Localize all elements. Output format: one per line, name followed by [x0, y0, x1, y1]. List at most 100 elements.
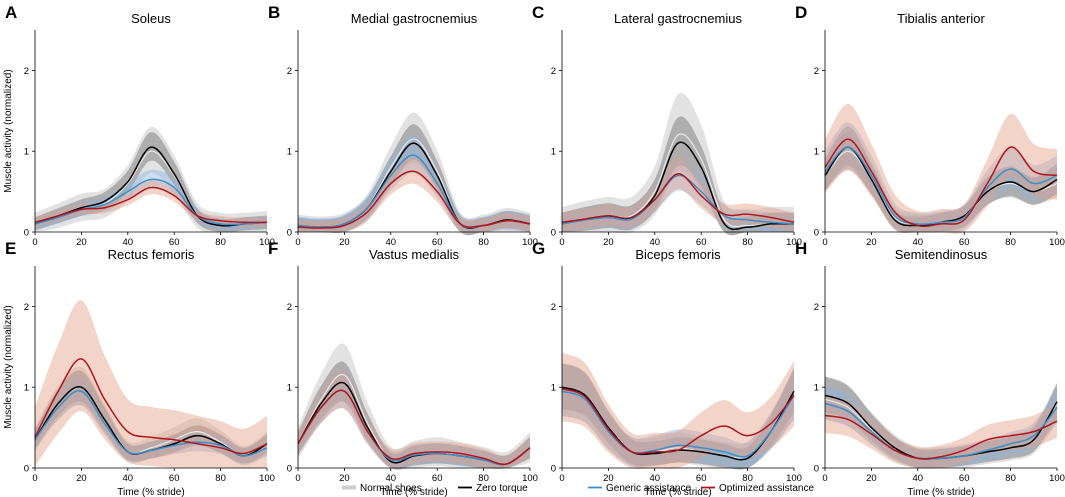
y-tick-label: 2	[24, 302, 29, 313]
x-tick-label: 100	[522, 473, 538, 484]
band-zero	[825, 376, 1057, 469]
x-tick-label: 40	[650, 237, 661, 248]
x-tick-label: 40	[386, 237, 397, 248]
x-tick-label: 80	[215, 237, 226, 248]
x-tick-label: 60	[432, 473, 443, 484]
line-generic	[34, 390, 268, 457]
panel-letter: H	[795, 239, 807, 258]
line-optimized	[34, 358, 268, 455]
x-tick-label: 40	[650, 473, 661, 484]
x-tick-label: 80	[478, 237, 489, 248]
line-generic	[561, 174, 795, 225]
y-tick-label: 0	[551, 228, 556, 239]
x-tick-label: 0	[32, 473, 37, 484]
y-tick-label: 2	[814, 302, 819, 313]
y-tick-label: 0	[287, 228, 292, 239]
legend-label-normal: Normal shoes	[360, 483, 422, 494]
band-generic	[35, 375, 267, 464]
line-optimized	[297, 170, 531, 229]
x-tick-label: 0	[822, 237, 827, 248]
x-tick-label: 100	[522, 237, 538, 248]
panel-d: D Tibialis anterior 0 20 40 60 80 100 0 1 2	[795, 3, 1065, 248]
panel-title: Biceps femoris	[635, 247, 721, 262]
line-zero	[34, 146, 268, 227]
panel-title: Soleus	[131, 11, 171, 26]
x-tick-label: 0	[295, 237, 300, 248]
y-tick-label: 2	[814, 66, 819, 77]
band-generic	[298, 135, 530, 235]
legend-label-optimized: Optimized assistance	[719, 483, 814, 494]
panel-letter: C	[532, 3, 544, 22]
y-tick-label: 1	[24, 147, 29, 158]
panel-title: Semitendinosus	[895, 247, 988, 262]
x-tick-label: 80	[478, 473, 489, 484]
x-tick-label: 60	[432, 237, 443, 248]
y-tick-label: 2	[551, 66, 556, 77]
x-tick-label: 60	[696, 473, 707, 484]
panel-title: Medial gastrocnemius	[351, 11, 478, 26]
line-generic	[824, 146, 1058, 226]
band-zero	[562, 116, 794, 236]
y-tick-label: 0	[814, 228, 819, 239]
legend-label-zero: Zero torque	[476, 483, 528, 494]
band-optimized	[35, 300, 267, 469]
x-tick-label: 40	[386, 473, 397, 484]
panel-letter: F	[268, 239, 278, 258]
x-tick-label: 60	[696, 237, 707, 248]
x-tick-label: 100	[1049, 237, 1065, 248]
x-tick-label: 60	[959, 473, 970, 484]
y-tick-label: 2	[287, 302, 292, 313]
legend-label-generic: Generic assistance	[606, 483, 691, 494]
band-zero	[825, 126, 1057, 234]
x-tick-label: 100	[786, 237, 802, 248]
x-axis-label: Time (% stride)	[380, 487, 447, 497]
x-tick-label: 100	[259, 473, 275, 484]
x-tick-label: 80	[1005, 473, 1016, 484]
x-tick-label: 60	[169, 473, 180, 484]
y-tick-label: 1	[24, 383, 29, 394]
band-normal	[562, 92, 794, 236]
x-tick-label: 100	[259, 237, 275, 248]
line-optimized	[561, 388, 795, 455]
panel-title: Rectus femoris	[108, 247, 195, 262]
band-optimized	[825, 103, 1057, 234]
y-axis-label: Muscle activity (normalized)	[3, 69, 14, 192]
y-tick-label: 0	[24, 464, 29, 475]
band-normal	[298, 112, 530, 236]
band-optimized	[562, 352, 794, 470]
y-tick-label: 2	[24, 66, 29, 77]
x-tick-label: 0	[295, 473, 300, 484]
band-normal	[825, 377, 1057, 469]
panel-letter: A	[5, 3, 17, 22]
line-optimized	[34, 186, 268, 224]
x-tick-label: 20	[76, 237, 87, 248]
band-generic	[562, 158, 794, 232]
panel-b: B Medial gastrocnemius 0 20 40 60 80 100 0 1 2	[268, 3, 538, 248]
band-normal	[298, 343, 530, 470]
x-axis-label: Time (% stride)	[907, 487, 974, 497]
x-tick-label: 100	[1049, 473, 1065, 484]
line-generic	[561, 390, 795, 458]
panel-letter: B	[268, 3, 280, 22]
y-tick-label: 0	[814, 464, 819, 475]
x-tick-label: 20	[76, 473, 87, 484]
panel-title: Tibialis anterior	[897, 11, 985, 26]
x-tick-label: 100	[786, 473, 802, 484]
x-tick-label: 20	[603, 473, 614, 484]
x-tick-label: 20	[866, 473, 877, 484]
panel-c: C Lateral gastrocnemius 0 20 40 60 80 100 0 1 2	[532, 3, 802, 248]
y-tick-label: 0	[287, 464, 292, 475]
panel-a: A Soleus 0 20 40 60 80 100 0 1 2 Muscle activity (n…	[3, 3, 275, 248]
x-tick-label: 0	[559, 237, 564, 248]
panel-letter: G	[532, 239, 545, 258]
x-tick-label: 20	[866, 237, 877, 248]
x-tick-label: 80	[215, 473, 226, 484]
x-tick-label: 80	[1005, 237, 1016, 248]
band-generic	[825, 122, 1057, 233]
y-tick-label: 1	[287, 383, 292, 394]
band-optimized	[35, 180, 267, 227]
band-zero	[35, 370, 267, 464]
y-tick-label: 1	[551, 383, 556, 394]
panel-letter: D	[795, 3, 807, 22]
